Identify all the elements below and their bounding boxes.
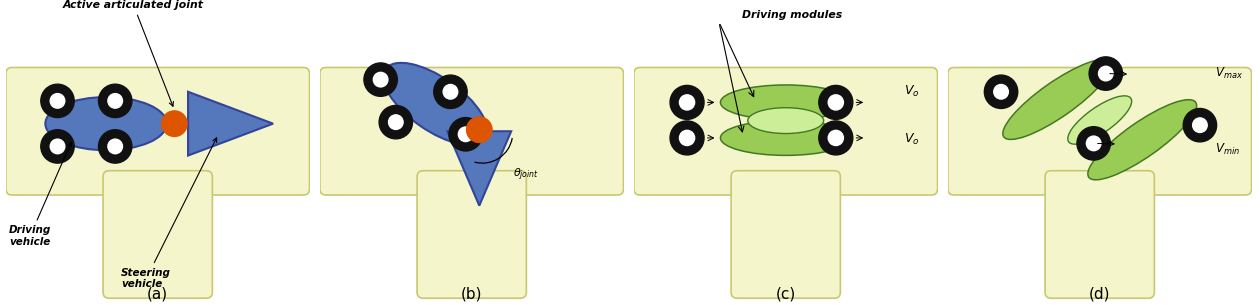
Circle shape — [373, 72, 388, 87]
Circle shape — [1086, 136, 1101, 151]
Circle shape — [388, 115, 403, 129]
Circle shape — [98, 84, 132, 118]
Ellipse shape — [721, 120, 850, 155]
Ellipse shape — [45, 97, 166, 150]
Circle shape — [994, 84, 1008, 99]
Text: $V_{max}$: $V_{max}$ — [1215, 65, 1244, 81]
Text: Active articulated joint: Active articulated joint — [63, 0, 204, 106]
FancyBboxPatch shape — [634, 67, 937, 195]
Text: $V_{min}$: $V_{min}$ — [1215, 142, 1240, 157]
Circle shape — [670, 121, 704, 155]
FancyBboxPatch shape — [6, 67, 310, 195]
Text: (d): (d) — [1089, 286, 1110, 301]
Circle shape — [1183, 109, 1217, 142]
Text: Driving
vehicle: Driving vehicle — [9, 142, 72, 247]
Circle shape — [819, 121, 853, 155]
Circle shape — [1077, 127, 1110, 160]
Polygon shape — [447, 131, 512, 206]
FancyBboxPatch shape — [103, 171, 213, 298]
FancyBboxPatch shape — [320, 67, 624, 195]
Text: (c): (c) — [776, 286, 796, 301]
Ellipse shape — [747, 108, 824, 134]
Text: Steering
vehicle: Steering vehicle — [121, 138, 217, 289]
Circle shape — [1099, 66, 1113, 81]
FancyBboxPatch shape — [417, 171, 527, 298]
Circle shape — [1193, 118, 1207, 132]
Circle shape — [828, 130, 843, 145]
Circle shape — [1089, 57, 1123, 90]
Circle shape — [984, 75, 1018, 109]
Ellipse shape — [383, 63, 488, 145]
Polygon shape — [188, 92, 273, 156]
Circle shape — [98, 130, 132, 163]
Circle shape — [828, 95, 843, 110]
Circle shape — [459, 127, 472, 142]
Circle shape — [108, 139, 122, 154]
FancyBboxPatch shape — [948, 67, 1251, 195]
Circle shape — [364, 63, 397, 96]
Circle shape — [679, 95, 694, 110]
Circle shape — [40, 130, 74, 163]
Ellipse shape — [1067, 96, 1131, 144]
Circle shape — [819, 85, 853, 119]
Text: $\theta_{joint}$: $\theta_{joint}$ — [513, 166, 539, 183]
Circle shape — [444, 84, 457, 99]
Circle shape — [40, 84, 74, 118]
FancyBboxPatch shape — [731, 171, 840, 298]
Circle shape — [161, 111, 188, 136]
Text: (a): (a) — [147, 286, 169, 301]
Circle shape — [679, 130, 694, 145]
Circle shape — [670, 85, 704, 119]
Circle shape — [50, 94, 64, 108]
Text: Driving modules: Driving modules — [742, 10, 842, 20]
Circle shape — [108, 94, 122, 108]
Text: (b): (b) — [461, 286, 483, 301]
Circle shape — [466, 117, 493, 142]
FancyBboxPatch shape — [1045, 171, 1154, 298]
Ellipse shape — [1087, 100, 1197, 180]
Text: $V_o$: $V_o$ — [905, 84, 920, 99]
Circle shape — [433, 75, 467, 109]
Circle shape — [50, 139, 64, 154]
Ellipse shape — [1003, 59, 1111, 139]
Circle shape — [379, 106, 412, 139]
Text: $V_o$: $V_o$ — [905, 132, 920, 147]
Circle shape — [449, 118, 483, 151]
Ellipse shape — [721, 85, 850, 120]
